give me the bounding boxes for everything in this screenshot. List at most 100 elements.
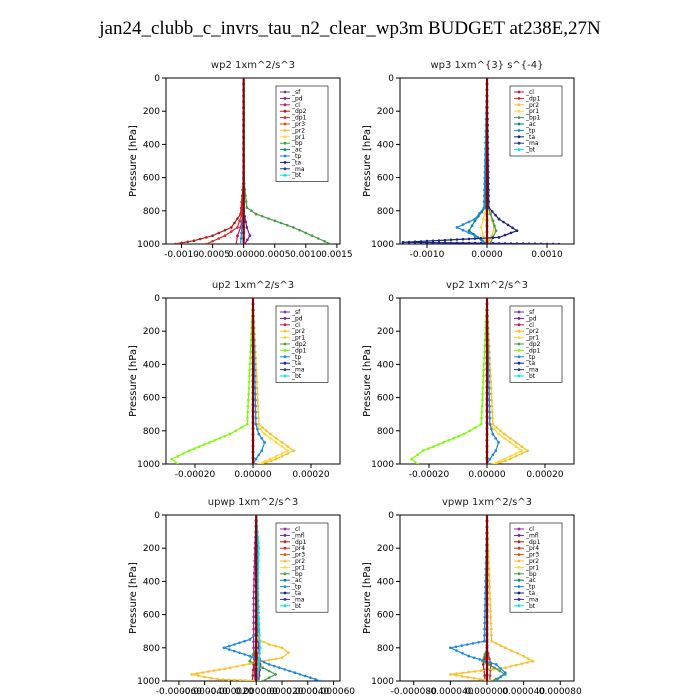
x-tick-label: 0.000000: [466, 687, 509, 697]
series-marker: [253, 380, 257, 384]
series-marker: [427, 447, 430, 450]
legend-label: _tp: [525, 354, 535, 361]
series-marker: [447, 439, 450, 442]
series-marker: [218, 437, 221, 440]
legend-marker: [283, 90, 287, 94]
legend-label: _cl: [525, 89, 534, 96]
series-marker: [228, 432, 232, 436]
series-marker: [495, 426, 499, 429]
series-marker: [407, 241, 411, 244]
x-tick-label: -0.000040: [182, 687, 228, 697]
series-marker: [248, 654, 252, 658]
series-marker: [482, 234, 485, 237]
series-marker: [483, 621, 486, 625]
series-marker: [274, 657, 277, 661]
series-marker: [526, 661, 529, 664]
series-marker: [481, 392, 484, 396]
series-marker: [250, 679, 253, 681]
legend-label: _bp: [291, 140, 303, 147]
legend-marker: [517, 329, 521, 333]
series-marker: [251, 668, 255, 672]
legend-label: _ac: [291, 147, 302, 154]
legend-marker: [517, 368, 521, 371]
legend-label: _pr2: [525, 328, 539, 335]
legend-label: _ma: [525, 596, 539, 603]
series-marker: [261, 679, 264, 681]
series-marker: [490, 427, 493, 431]
series-marker: [488, 585, 491, 589]
legend-label: _tp: [525, 584, 535, 591]
x-tick-label: 0.00000: [234, 470, 271, 480]
series-marker: [274, 644, 277, 648]
series-marker: [488, 398, 491, 402]
series-marker: [236, 217, 239, 220]
legend-marker: [517, 317, 521, 320]
series-marker: [255, 374, 258, 378]
series-marker: [274, 455, 278, 458]
series-marker: [488, 597, 492, 601]
y-tick-label: 1000: [137, 460, 160, 470]
series-marker: [247, 386, 251, 390]
series-marker: [522, 654, 525, 658]
series-marker: [488, 410, 491, 414]
series-marker: [256, 410, 260, 414]
series-marker: [257, 462, 261, 464]
y-tick-label: 1000: [371, 460, 394, 470]
legend-label: _ta: [525, 590, 535, 597]
legend-marker: [517, 578, 521, 582]
y-tick-label: 1000: [137, 677, 160, 687]
legend-label: _tp: [525, 127, 535, 134]
series-marker: [497, 217, 501, 221]
series-marker: [209, 676, 213, 680]
series-marker: [488, 416, 492, 420]
panel-title: upwp 1xm^2/s^3: [208, 497, 298, 508]
legend-marker: [517, 135, 521, 139]
legend-label: _pr2: [291, 328, 305, 335]
legend-marker: [283, 154, 287, 158]
series-marker: [250, 209, 253, 213]
y-tick-label: 600: [377, 174, 394, 184]
legend-label: _pr3: [525, 552, 539, 559]
series-marker: [494, 437, 498, 440]
series-marker: [481, 380, 485, 384]
series-marker: [254, 422, 258, 426]
series-marker: [419, 241, 423, 244]
series-marker: [261, 666, 265, 669]
series-marker: [262, 640, 266, 644]
legend-marker: [517, 323, 521, 327]
series-marker: [466, 643, 469, 646]
y-tick-label: 0: [154, 511, 160, 521]
series-marker: [246, 410, 250, 414]
series-marker: [192, 239, 196, 242]
series-marker: [502, 220, 505, 224]
series-marker: [470, 224, 474, 227]
series-marker: [455, 674, 458, 677]
series-marker: [274, 673, 277, 676]
series-marker: [238, 678, 242, 681]
series-line: [191, 515, 290, 681]
series-marker: [483, 165, 487, 168]
y-axis-label: Pressure [hPa]: [362, 345, 373, 417]
series-marker: [472, 656, 476, 660]
legend-label: _pr1: [291, 564, 305, 571]
series-marker: [421, 449, 425, 453]
series-marker: [478, 658, 482, 661]
series-marker: [442, 441, 445, 444]
series-marker: [256, 398, 260, 402]
series-marker: [497, 242, 501, 244]
series-marker: [508, 455, 512, 458]
series-marker: [490, 633, 493, 637]
series-marker: [494, 229, 498, 232]
series-marker: [287, 651, 290, 655]
series-marker: [240, 426, 243, 429]
legend-marker: [283, 148, 287, 152]
series-marker: [455, 241, 459, 244]
series-marker: [473, 234, 477, 237]
series-marker: [477, 641, 480, 644]
series-marker: [201, 671, 205, 674]
legend-label: _sf: [291, 309, 301, 316]
series-marker: [520, 662, 524, 665]
series-marker: [483, 615, 487, 619]
series-marker: [416, 462, 419, 464]
series-marker: [252, 578, 256, 581]
